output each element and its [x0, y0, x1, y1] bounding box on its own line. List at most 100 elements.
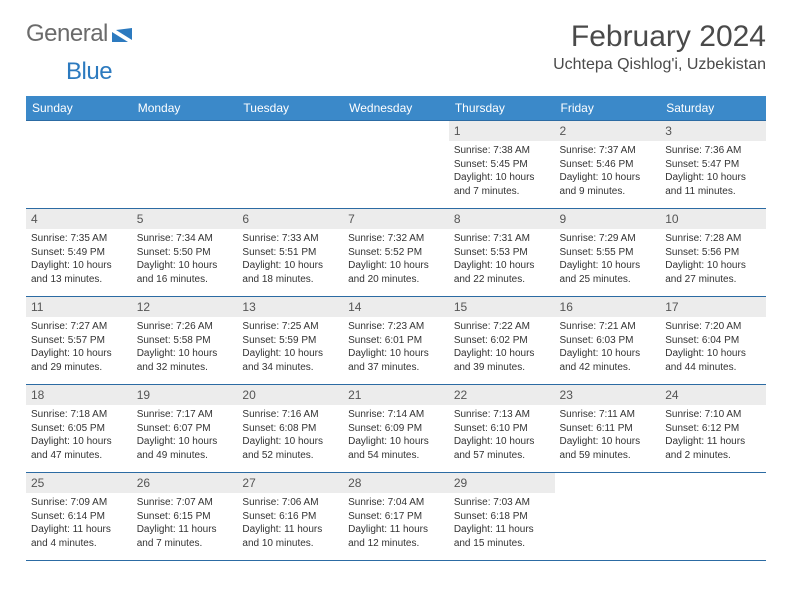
- day-number: 21: [343, 385, 449, 405]
- calendar-day-cell: 22Sunrise: 7:13 AMSunset: 6:10 PMDayligh…: [449, 385, 555, 473]
- day-details: Sunrise: 7:10 AMSunset: 6:12 PMDaylight:…: [660, 407, 766, 466]
- sunset-text: Sunset: 5:50 PM: [137, 246, 233, 260]
- calendar-day-cell: 13Sunrise: 7:25 AMSunset: 5:59 PMDayligh…: [237, 297, 343, 385]
- day-details: Sunrise: 7:22 AMSunset: 6:02 PMDaylight:…: [449, 319, 555, 378]
- day-details: Sunrise: 7:09 AMSunset: 6:14 PMDaylight:…: [26, 495, 132, 554]
- day-number: 17: [660, 297, 766, 317]
- calendar-day-cell: 17Sunrise: 7:20 AMSunset: 6:04 PMDayligh…: [660, 297, 766, 385]
- calendar-day-cell: 18Sunrise: 7:18 AMSunset: 6:05 PMDayligh…: [26, 385, 132, 473]
- day-number: 1: [449, 121, 555, 141]
- day-details: Sunrise: 7:25 AMSunset: 5:59 PMDaylight:…: [237, 319, 343, 378]
- day-details: Sunrise: 7:38 AMSunset: 5:45 PMDaylight:…: [449, 143, 555, 202]
- sunset-text: Sunset: 6:15 PM: [137, 510, 233, 524]
- sunset-text: Sunset: 5:56 PM: [665, 246, 761, 260]
- calendar-week-row: 1Sunrise: 7:38 AMSunset: 5:45 PMDaylight…: [26, 121, 766, 209]
- sunrise-text: Sunrise: 7:31 AM: [454, 232, 550, 246]
- sunset-text: Sunset: 6:05 PM: [31, 422, 127, 436]
- day-number: 24: [660, 385, 766, 405]
- calendar-day-cell: 1Sunrise: 7:38 AMSunset: 5:45 PMDaylight…: [449, 121, 555, 209]
- calendar-day-cell: [26, 121, 132, 209]
- daylight-text: Daylight: 10 hours and 11 minutes.: [665, 171, 761, 198]
- sunrise-text: Sunrise: 7:29 AM: [560, 232, 656, 246]
- calendar-day-cell: [660, 473, 766, 561]
- daylight-text: Daylight: 10 hours and 34 minutes.: [242, 347, 338, 374]
- daylight-text: Daylight: 11 hours and 4 minutes.: [31, 523, 127, 550]
- daylight-text: Daylight: 11 hours and 10 minutes.: [242, 523, 338, 550]
- sunrise-text: Sunrise: 7:28 AM: [665, 232, 761, 246]
- day-details: Sunrise: 7:26 AMSunset: 5:58 PMDaylight:…: [132, 319, 238, 378]
- sunrise-text: Sunrise: 7:14 AM: [348, 408, 444, 422]
- day-details: Sunrise: 7:14 AMSunset: 6:09 PMDaylight:…: [343, 407, 449, 466]
- day-number: 29: [449, 473, 555, 493]
- sunrise-text: Sunrise: 7:36 AM: [665, 144, 761, 158]
- day-number: 28: [343, 473, 449, 493]
- daylight-text: Daylight: 10 hours and 18 minutes.: [242, 259, 338, 286]
- day-header-row: Sunday Monday Tuesday Wednesday Thursday…: [26, 96, 766, 121]
- day-details: Sunrise: 7:03 AMSunset: 6:18 PMDaylight:…: [449, 495, 555, 554]
- sunset-text: Sunset: 6:10 PM: [454, 422, 550, 436]
- daylight-text: Daylight: 10 hours and 49 minutes.: [137, 435, 233, 462]
- day-number: 15: [449, 297, 555, 317]
- day-number: 8: [449, 209, 555, 229]
- sunset-text: Sunset: 5:59 PM: [242, 334, 338, 348]
- daylight-text: Daylight: 10 hours and 29 minutes.: [31, 347, 127, 374]
- calendar-day-cell: 10Sunrise: 7:28 AMSunset: 5:56 PMDayligh…: [660, 209, 766, 297]
- day-details: Sunrise: 7:27 AMSunset: 5:57 PMDaylight:…: [26, 319, 132, 378]
- sunrise-text: Sunrise: 7:17 AM: [137, 408, 233, 422]
- daylight-text: Daylight: 10 hours and 7 minutes.: [454, 171, 550, 198]
- sunrise-text: Sunrise: 7:27 AM: [31, 320, 127, 334]
- sunset-text: Sunset: 5:46 PM: [560, 158, 656, 172]
- calendar-day-cell: 4Sunrise: 7:35 AMSunset: 5:49 PMDaylight…: [26, 209, 132, 297]
- daylight-text: Daylight: 11 hours and 7 minutes.: [137, 523, 233, 550]
- calendar-day-cell: 3Sunrise: 7:36 AMSunset: 5:47 PMDaylight…: [660, 121, 766, 209]
- sunrise-text: Sunrise: 7:16 AM: [242, 408, 338, 422]
- daylight-text: Daylight: 10 hours and 20 minutes.: [348, 259, 444, 286]
- daylight-text: Daylight: 10 hours and 57 minutes.: [454, 435, 550, 462]
- sunset-text: Sunset: 6:11 PM: [560, 422, 656, 436]
- day-details: Sunrise: 7:18 AMSunset: 6:05 PMDaylight:…: [26, 407, 132, 466]
- day-details: Sunrise: 7:37 AMSunset: 5:46 PMDaylight:…: [555, 143, 661, 202]
- day-number: 25: [26, 473, 132, 493]
- day-details: Sunrise: 7:13 AMSunset: 6:10 PMDaylight:…: [449, 407, 555, 466]
- sunrise-text: Sunrise: 7:34 AM: [137, 232, 233, 246]
- daylight-text: Daylight: 10 hours and 37 minutes.: [348, 347, 444, 374]
- calendar-day-cell: [132, 121, 238, 209]
- day-details: Sunrise: 7:28 AMSunset: 5:56 PMDaylight:…: [660, 231, 766, 290]
- day-details: Sunrise: 7:32 AMSunset: 5:52 PMDaylight:…: [343, 231, 449, 290]
- calendar-day-cell: 5 Sunrise: 7:34 AMSunset: 5:50 PMDaylight…: [132, 209, 238, 297]
- sunset-text: Sunset: 5:52 PM: [348, 246, 444, 260]
- calendar-day-cell: 24Sunrise: 7:10 AMSunset: 6:12 PMDayligh…: [660, 385, 766, 473]
- sunrise-text: Sunrise: 7:13 AM: [454, 408, 550, 422]
- day-number: 7: [343, 209, 449, 229]
- day-number: 5: [132, 209, 238, 229]
- day-header: Monday: [132, 96, 238, 121]
- daylight-text: Daylight: 10 hours and 16 minutes.: [137, 259, 233, 286]
- calendar-day-cell: 2Sunrise: 7:37 AMSunset: 5:46 PMDaylight…: [555, 121, 661, 209]
- sunset-text: Sunset: 5:47 PM: [665, 158, 761, 172]
- calendar-page: General February 2024 Uchtepa Qishlog'i,…: [0, 0, 792, 581]
- day-number: 16: [555, 297, 661, 317]
- calendar-day-cell: 9Sunrise: 7:29 AMSunset: 5:55 PMDaylight…: [555, 209, 661, 297]
- day-details: Sunrise: 7:29 AMSunset: 5:55 PMDaylight:…: [555, 231, 661, 290]
- calendar-table: Sunday Monday Tuesday Wednesday Thursday…: [26, 96, 766, 561]
- day-number: 10: [660, 209, 766, 229]
- day-number: 9: [555, 209, 661, 229]
- calendar-day-cell: 7Sunrise: 7:32 AMSunset: 5:52 PMDaylight…: [343, 209, 449, 297]
- day-number: 6: [237, 209, 343, 229]
- day-details: Sunrise: 7:21 AMSunset: 6:03 PMDaylight:…: [555, 319, 661, 378]
- day-details: Sunrise: 7:20 AMSunset: 6:04 PMDaylight:…: [660, 319, 766, 378]
- day-number: 11: [26, 297, 132, 317]
- calendar-day-cell: 11Sunrise: 7:27 AMSunset: 5:57 PMDayligh…: [26, 297, 132, 385]
- sunrise-text: Sunrise: 7:26 AM: [137, 320, 233, 334]
- calendar-day-cell: 8Sunrise: 7:31 AMSunset: 5:53 PMDaylight…: [449, 209, 555, 297]
- day-details: Sunrise: 7:04 AMSunset: 6:17 PMDaylight:…: [343, 495, 449, 554]
- sunset-text: Sunset: 6:18 PM: [454, 510, 550, 524]
- sunset-text: Sunset: 6:07 PM: [137, 422, 233, 436]
- day-details: Sunrise: 7:35 AMSunset: 5:49 PMDaylight:…: [26, 231, 132, 290]
- day-details: Sunrise: 7:36 AMSunset: 5:47 PMDaylight:…: [660, 143, 766, 202]
- day-number: 13: [237, 297, 343, 317]
- daylight-text: Daylight: 11 hours and 15 minutes.: [454, 523, 550, 550]
- sunset-text: Sunset: 5:55 PM: [560, 246, 656, 260]
- calendar-day-cell: 23Sunrise: 7:11 AMSunset: 6:11 PMDayligh…: [555, 385, 661, 473]
- sunset-text: Sunset: 5:45 PM: [454, 158, 550, 172]
